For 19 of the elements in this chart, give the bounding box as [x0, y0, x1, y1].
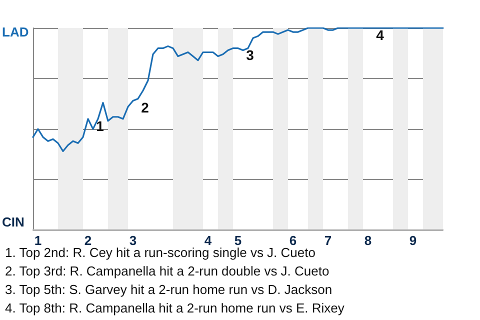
text: LAD — [2, 24, 29, 40]
x-tick-label: 3 — [129, 233, 137, 248]
x-tick-label: 2 — [84, 233, 92, 248]
text: 3. Top 5th: S. Garvey hit a 2-run home run vs D. Jackson — [5, 282, 332, 297]
x-tick-label: 8 — [364, 233, 372, 248]
annotation: 1 — [96, 118, 104, 134]
x-tick-label: 4 — [204, 233, 212, 248]
text: 2. Top 3rd: R. Campanella hit a 2-run double vs J. Cueto — [5, 264, 330, 278]
text: CIN — [2, 214, 24, 230]
x-tick-label: 9 — [409, 233, 417, 248]
text: 4. Top 8th: R. Campanella hit a 2-run home run vs E. Rixey — [5, 300, 345, 316]
x-tick-label: 6 — [289, 233, 297, 248]
x-tick-label: 7 — [324, 233, 332, 248]
text: 1. Top 2nd: R. Cey hit a run-scoring single vs J. Cueto — [5, 245, 316, 260]
annotation: 4 — [376, 27, 384, 43]
x-tick-label: 5 — [234, 233, 242, 248]
x-tick-label: 1 — [34, 233, 42, 248]
annotation: 3 — [246, 47, 254, 64]
annotation: 2 — [141, 100, 150, 116]
